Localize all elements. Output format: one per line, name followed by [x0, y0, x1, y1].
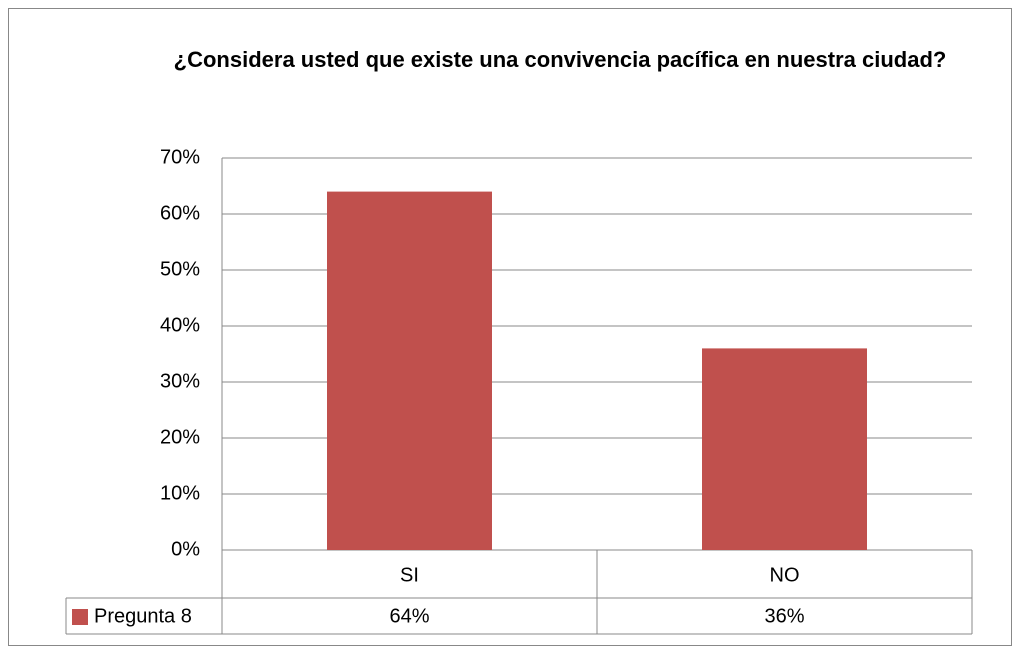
- y-tick-label: 0%: [171, 538, 200, 560]
- y-tick-label: 10%: [160, 482, 200, 504]
- data-label: 64%: [389, 605, 429, 627]
- x-tick-label: SI: [400, 564, 419, 586]
- bar: [702, 348, 867, 550]
- data-label: 36%: [764, 605, 804, 627]
- y-tick-label: 20%: [160, 426, 200, 448]
- y-tick-label: 40%: [160, 314, 200, 336]
- y-tick-label: 30%: [160, 370, 200, 392]
- y-tick-label: 50%: [160, 258, 200, 280]
- y-tick-label: 70%: [160, 146, 200, 168]
- bar: [327, 191, 492, 550]
- legend-label: Pregunta 8: [94, 605, 192, 627]
- x-tick-label: NO: [770, 564, 800, 586]
- chart-title: ¿Considera usted que existe una conviven…: [173, 47, 947, 72]
- y-tick-label: 60%: [160, 202, 200, 224]
- legend-swatch: [72, 609, 88, 625]
